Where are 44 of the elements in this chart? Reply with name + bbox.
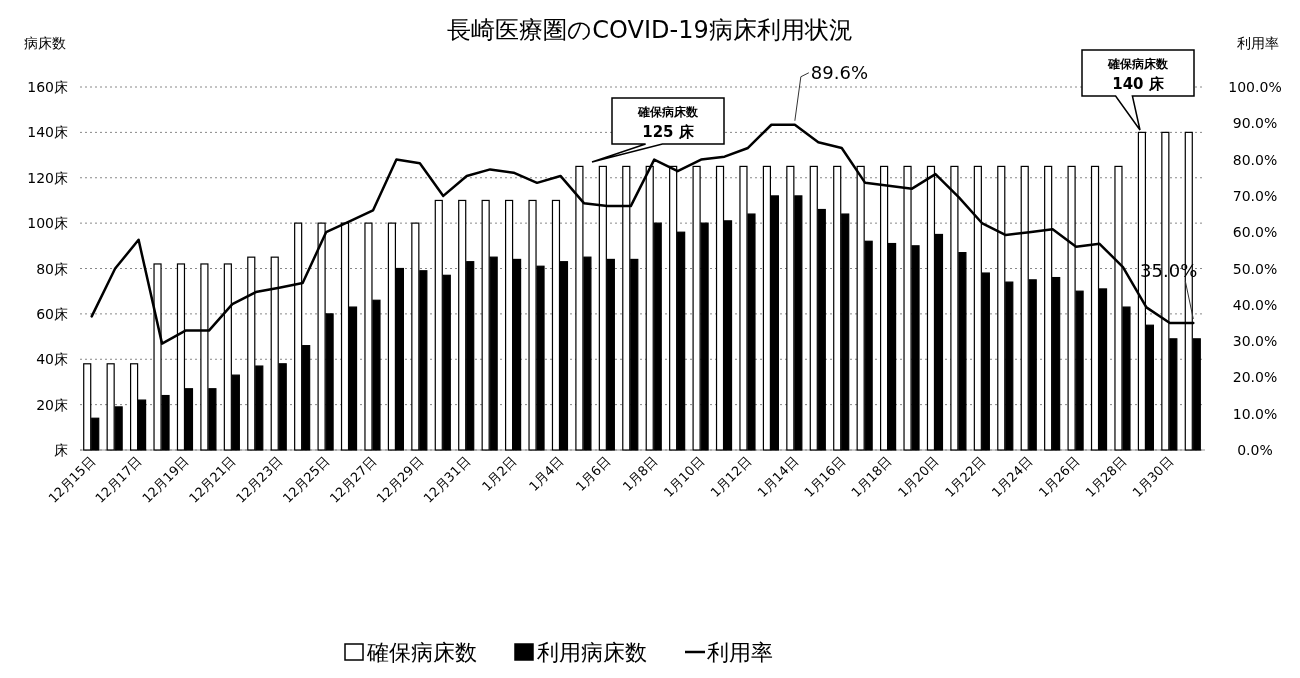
y2-tick-label: 40.0%	[1232, 296, 1278, 313]
y-tick-label: 100床	[27, 215, 68, 232]
x-tick-label: 1月14日	[754, 453, 801, 501]
y2-tick-label: 60.0%	[1232, 224, 1278, 241]
legend-label: 確保病床数	[366, 640, 477, 665]
x-tick-label: 1月22日	[941, 453, 989, 501]
y2-tick-label: 70.0%	[1232, 187, 1278, 204]
y-tick-label: 40床	[36, 351, 68, 368]
x-tick-label: 1月2日	[479, 453, 520, 495]
x-tick-label: 1月10日	[660, 453, 708, 501]
y-tick-label: 60床	[36, 305, 68, 322]
x-tick-label: 1月6日	[572, 453, 614, 495]
y-tick-label: 80床	[36, 260, 68, 277]
x-tick-label: 1月20日	[895, 453, 942, 501]
y-tick-label: 140床	[27, 124, 68, 141]
x-tick-label: 1月24日	[988, 453, 1036, 501]
x-tick-label: 1月28日	[1082, 453, 1130, 501]
y-tick-label: 20床	[36, 396, 68, 413]
y2-tick-label: 90.0%	[1232, 115, 1278, 132]
x-tick-label: 1月8日	[619, 453, 661, 495]
y2-tick-label: 10.0%	[1232, 405, 1278, 422]
y-tick-label: 120床	[27, 169, 68, 186]
y2-tick-label: 20.0%	[1232, 369, 1278, 386]
data-label: 89.6%	[810, 61, 869, 83]
annotation: 確保病床数 125 床	[637, 105, 699, 141]
y2-tick-label: 30.0%	[1232, 333, 1278, 350]
annotation: 確保病床数 140 床	[1107, 57, 1169, 93]
legend-label: 利用病床数	[537, 640, 647, 665]
x-tick-label: 1月18日	[848, 453, 895, 501]
x-tick-label: 1月26日	[1035, 453, 1083, 501]
y2-tick-label: 80.0%	[1232, 151, 1278, 168]
chart-title: 長崎医療圏のCOVID-19病床利用状況	[447, 16, 853, 44]
y2-tick-label: 100.0%	[1228, 79, 1282, 95]
y2-tick-label: 0.0%	[1237, 442, 1273, 458]
x-tick-label: 1月16日	[801, 453, 848, 501]
y-tick-label: 床	[54, 442, 68, 458]
y-tick-label: 160床	[27, 79, 68, 95]
y-axis-title: 病床数	[24, 35, 66, 51]
x-tick-label: 1月30日	[1129, 453, 1176, 501]
y2-axis-title: 利用率	[1237, 35, 1279, 51]
x-tick-label: 1月12日	[707, 453, 755, 501]
legend-label: 利用率	[707, 640, 773, 665]
y2-tick-label: 50.0%	[1232, 260, 1278, 277]
x-tick-label: 1月4日	[525, 453, 567, 495]
